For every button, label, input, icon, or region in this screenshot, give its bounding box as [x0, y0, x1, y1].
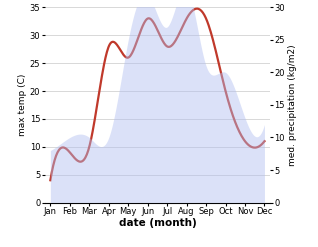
X-axis label: date (month): date (month): [119, 219, 196, 228]
Y-axis label: max temp (C): max temp (C): [18, 74, 27, 136]
Y-axis label: med. precipitation (kg/m2): med. precipitation (kg/m2): [288, 44, 297, 166]
